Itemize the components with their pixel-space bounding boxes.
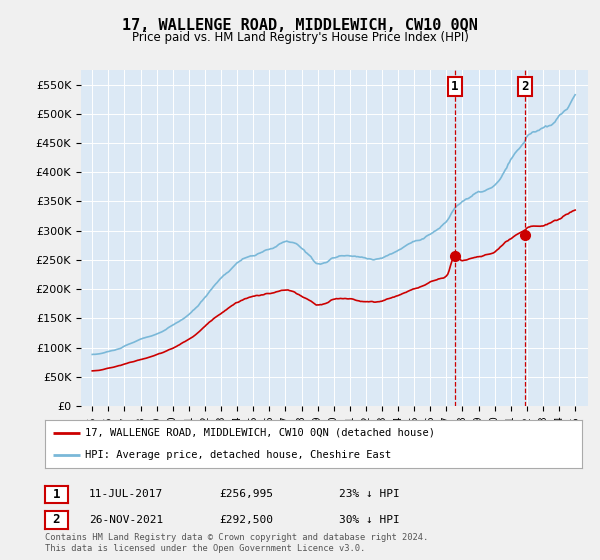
- Text: HPI: Average price, detached house, Cheshire East: HPI: Average price, detached house, Ches…: [85, 450, 392, 460]
- Text: 17, WALLENGE ROAD, MIDDLEWICH, CW10 0QN: 17, WALLENGE ROAD, MIDDLEWICH, CW10 0QN: [122, 18, 478, 33]
- Text: 23% ↓ HPI: 23% ↓ HPI: [339, 489, 400, 500]
- Text: 2: 2: [521, 80, 529, 93]
- Text: 2: 2: [53, 513, 60, 526]
- Text: 26-NOV-2021: 26-NOV-2021: [89, 515, 163, 525]
- Text: 1: 1: [53, 488, 60, 501]
- Text: Contains HM Land Registry data © Crown copyright and database right 2024.
This d: Contains HM Land Registry data © Crown c…: [45, 533, 428, 553]
- Text: £256,995: £256,995: [219, 489, 273, 500]
- Text: 11-JUL-2017: 11-JUL-2017: [89, 489, 163, 500]
- Bar: [455, 70, 525, 406]
- Text: 1: 1: [451, 80, 458, 93]
- Text: 30% ↓ HPI: 30% ↓ HPI: [339, 515, 400, 525]
- Text: Price paid vs. HM Land Registry's House Price Index (HPI): Price paid vs. HM Land Registry's House …: [131, 31, 469, 44]
- Text: £292,500: £292,500: [219, 515, 273, 525]
- Text: 17, WALLENGE ROAD, MIDDLEWICH, CW10 0QN (detached house): 17, WALLENGE ROAD, MIDDLEWICH, CW10 0QN …: [85, 428, 435, 438]
